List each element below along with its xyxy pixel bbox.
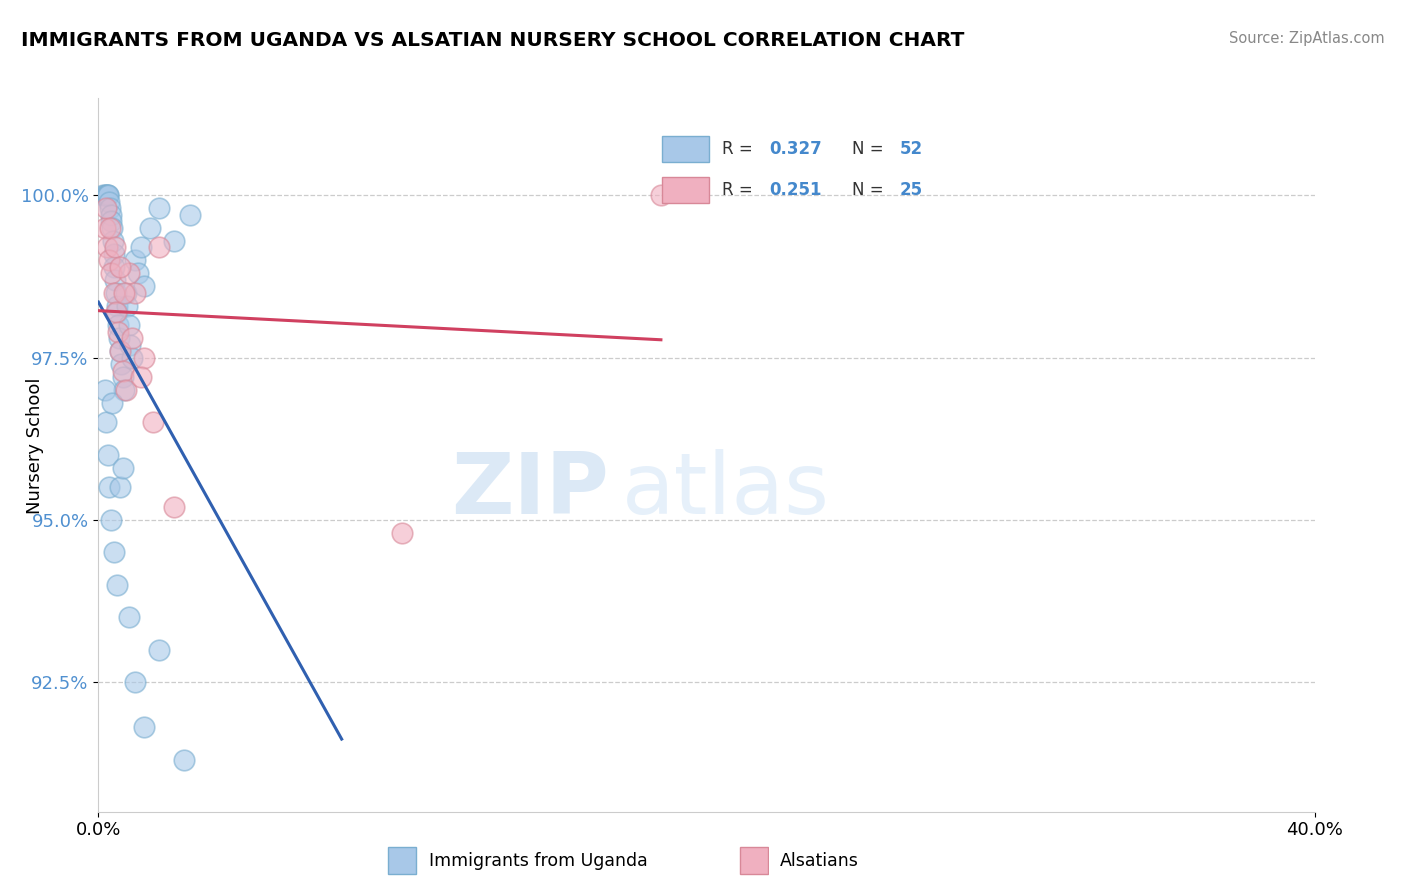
Point [108, 480, 131, 494]
Point [105, 577, 128, 591]
Text: Immigrants from Uganda: Immigrants from Uganda [429, 852, 648, 870]
Point [96, 188, 118, 202]
Point [98, 220, 121, 235]
Text: 0.327: 0.327 [769, 140, 821, 158]
Point [98, 202, 121, 216]
Point [103, 247, 125, 261]
Point [96, 240, 118, 254]
Point [93, 188, 115, 202]
Point [121, 351, 143, 365]
Text: N =: N = [852, 181, 890, 199]
Point [112, 383, 135, 397]
Text: Alsatians: Alsatians [780, 852, 859, 870]
Point [118, 610, 141, 624]
Point [101, 220, 124, 235]
Point [142, 416, 165, 430]
Point [97, 188, 120, 202]
Point [98, 194, 121, 209]
Point [111, 370, 134, 384]
Point [118, 266, 141, 280]
Text: N =: N = [852, 140, 890, 158]
Point [91, 188, 114, 202]
Point [129, 240, 152, 254]
Point [103, 545, 125, 559]
Point [124, 285, 146, 300]
Point [105, 305, 128, 319]
Point [104, 273, 127, 287]
Point [110, 344, 132, 359]
Point [163, 234, 186, 248]
Point [100, 214, 122, 228]
Text: atlas: atlas [621, 449, 830, 533]
Point [129, 370, 152, 384]
Point [120, 337, 142, 351]
Point [103, 285, 125, 300]
Point [100, 208, 122, 222]
Bar [662, 136, 709, 162]
Text: Nursery School: Nursery School [27, 377, 44, 515]
Point [100, 266, 122, 280]
Point [114, 383, 136, 397]
Point [103, 260, 125, 274]
Point [111, 461, 134, 475]
Point [93, 220, 115, 235]
Point [127, 266, 149, 280]
Point [650, 188, 672, 202]
Point [94, 188, 117, 202]
Text: R =: R = [723, 140, 758, 158]
Point [105, 285, 128, 300]
Point [104, 240, 127, 254]
Point [179, 208, 201, 222]
Point [112, 285, 135, 300]
Point [107, 318, 129, 333]
Point [98, 480, 121, 494]
Point [124, 675, 146, 690]
Point [105, 299, 128, 313]
Point [121, 331, 143, 345]
Point [94, 416, 117, 430]
Point [163, 500, 186, 514]
Point [148, 642, 170, 657]
Point [93, 383, 115, 397]
Point [108, 260, 131, 274]
Point [124, 253, 146, 268]
Point [148, 202, 170, 216]
Point [114, 285, 136, 300]
Text: Source: ZipAtlas.com: Source: ZipAtlas.com [1229, 31, 1385, 46]
Point [101, 234, 124, 248]
Point [148, 240, 170, 254]
Point [96, 448, 118, 462]
Point [108, 331, 131, 345]
Text: IMMIGRANTS FROM UGANDA VS ALSATIAN NURSERY SCHOOL CORRELATION CHART: IMMIGRANTS FROM UGANDA VS ALSATIAN NURSE… [21, 31, 965, 50]
Point [110, 357, 132, 371]
Text: 0.251: 0.251 [769, 181, 821, 199]
Point [139, 220, 162, 235]
Text: R =: R = [723, 181, 758, 199]
Point [132, 351, 155, 365]
Point [118, 318, 141, 333]
Point [105, 305, 128, 319]
Point [117, 299, 139, 313]
Text: ZIP: ZIP [451, 449, 609, 533]
Point [111, 363, 134, 377]
Text: 25: 25 [900, 181, 922, 199]
Bar [662, 177, 709, 202]
Text: 52: 52 [900, 140, 922, 158]
Point [132, 720, 155, 734]
Point [101, 396, 124, 410]
Point [98, 253, 121, 268]
Point [107, 325, 129, 339]
Point [391, 525, 413, 540]
Point [132, 279, 155, 293]
Point [108, 344, 131, 359]
Point [96, 188, 118, 202]
Point [94, 202, 117, 216]
Point [100, 513, 122, 527]
Point [173, 753, 195, 767]
